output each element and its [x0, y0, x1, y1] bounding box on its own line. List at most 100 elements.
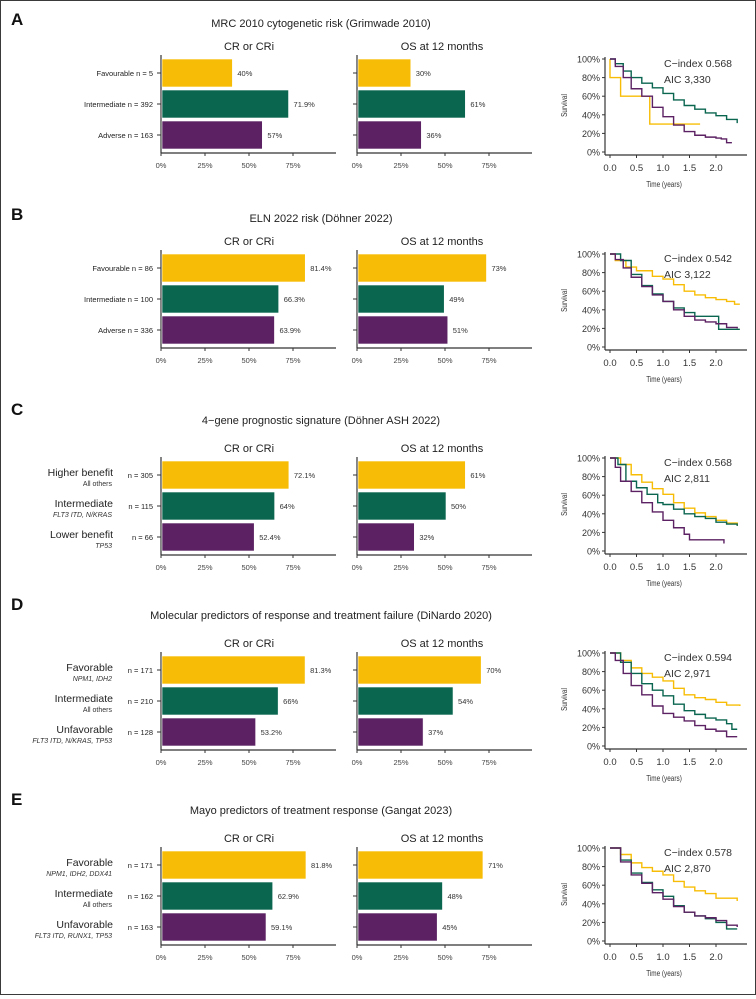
- os-x-tick-label: 0%: [352, 161, 363, 170]
- cr-bar-label: 63.9%: [279, 326, 301, 335]
- km-x-tick-label: 2.0: [709, 952, 722, 963]
- os-bar-label: 54%: [458, 697, 473, 706]
- cr-x-tick-label: 25%: [197, 563, 212, 572]
- n-label: n = 115: [128, 502, 153, 511]
- c-index-annotation: C−index 0.594: [664, 652, 732, 664]
- panel-letter: C: [11, 400, 23, 419]
- os-x-tick-label: 75%: [481, 356, 496, 365]
- os-x-tick-label: 25%: [393, 161, 408, 170]
- aic-annotation: AIC 2,811: [664, 473, 710, 485]
- panel-c: C 4−gene prognostic signature (Döhner ASH…: [11, 400, 747, 588]
- km-x-tick-label: 0.0: [603, 952, 616, 963]
- cr-bar-label: 40%: [237, 69, 252, 78]
- os-bar: [357, 315, 449, 345]
- cr-x-tick-label: 0%: [156, 161, 167, 170]
- cr-bar: [161, 491, 275, 521]
- km-x-tick-label: 0.0: [603, 562, 616, 573]
- n-label: n = 171: [128, 861, 153, 870]
- cr-subtitle: CR or CRi: [224, 236, 274, 248]
- category-sublabel: FLT3 ITD, N/KRAS, TP53: [32, 738, 112, 745]
- os-x-tick-label: 0%: [352, 563, 363, 572]
- km-x-tick-label: 1.0: [656, 757, 669, 768]
- aic-annotation: AIC 2,870: [664, 863, 711, 875]
- category-sublabel: FLT3 ITD, RUNX1, TP53: [35, 933, 112, 940]
- km-x-axis-label: Time (years): [646, 179, 682, 189]
- km-x-axis-label: Time (years): [646, 773, 682, 783]
- km-x-tick-label: 2.0: [709, 562, 722, 573]
- panel-title: Mayo predictors of treatment response (G…: [190, 805, 452, 817]
- panel-title: Molecular predictors of response and tre…: [150, 610, 492, 622]
- category-label: Favorable: [66, 662, 113, 674]
- cr-x-tick-label: 25%: [197, 758, 212, 767]
- category-label: Favourable n = 5: [97, 69, 154, 78]
- os-bar-label: 30%: [416, 69, 431, 78]
- aic-annotation: AIC 3,122: [664, 269, 711, 281]
- category-label: Adverse n = 163: [98, 131, 153, 140]
- km-y-axis-label: Survival: [559, 289, 569, 312]
- km-x-tick-label: 1.5: [683, 358, 696, 369]
- os-bar-label: 36%: [426, 131, 441, 140]
- km-y-tick-label: 40%: [582, 305, 600, 315]
- n-label: n = 171: [128, 666, 153, 675]
- km-x-tick-label: 0.5: [630, 358, 643, 369]
- km-y-tick-label: 60%: [582, 287, 600, 297]
- n-label: n = 66: [132, 533, 153, 542]
- category-label: Intermediate: [55, 888, 114, 900]
- km-y-tick-label: 100%: [577, 55, 600, 65]
- category-sublabel: All others: [83, 707, 113, 714]
- cr-bar: [161, 120, 263, 150]
- km-y-tick-label: 0%: [587, 343, 600, 353]
- os-bar: [357, 717, 424, 747]
- aic-annotation: AIC 3,330: [664, 74, 711, 86]
- cr-bar: [161, 253, 306, 283]
- os-bar-label: 48%: [447, 892, 462, 901]
- cr-bar-label: 81.4%: [310, 264, 332, 273]
- km-curve-favourable: [609, 59, 701, 125]
- cr-bar: [161, 850, 307, 880]
- cr-bar: [161, 58, 233, 88]
- aic-annotation: AIC 2,971: [664, 668, 711, 680]
- os-x-tick-label: 50%: [437, 563, 452, 572]
- os-x-tick-label: 25%: [393, 356, 408, 365]
- cr-x-tick-label: 50%: [241, 161, 256, 170]
- panel-title: MRC 2010 cytogenetic risk (Grimwade 2010…: [211, 18, 430, 30]
- n-label: n = 163: [128, 923, 153, 932]
- category-sublabel: All others: [83, 481, 113, 488]
- cr-bar: [161, 686, 279, 716]
- km-y-tick-label: 80%: [582, 268, 600, 278]
- km-y-axis-label: Survival: [559, 883, 569, 906]
- cr-x-tick-label: 50%: [241, 356, 256, 365]
- cr-bar: [161, 717, 256, 747]
- panel-letter: B: [11, 205, 23, 224]
- km-x-tick-label: 1.0: [656, 163, 669, 174]
- km-y-tick-label: 0%: [587, 547, 600, 557]
- category-label: Lower benefit: [50, 529, 113, 541]
- cr-x-tick-label: 0%: [156, 758, 167, 767]
- os-bar: [357, 89, 466, 119]
- cr-x-tick-label: 50%: [241, 758, 256, 767]
- panel-a: A MRC 2010 cytogenetic risk (Grimwade 201…: [11, 10, 747, 189]
- km-y-tick-label: 100%: [577, 649, 600, 659]
- km-curve-adverse: [610, 58, 732, 144]
- km-y-tick-label: 20%: [582, 324, 600, 334]
- cr-x-tick-label: 75%: [285, 161, 300, 170]
- os-subtitle: OS at 12 months: [401, 833, 484, 845]
- km-x-tick-label: 0.5: [630, 562, 643, 573]
- os-bar: [357, 491, 447, 521]
- km-y-tick-label: 40%: [582, 899, 600, 909]
- os-bar-label: 70%: [486, 666, 501, 675]
- cr-bar-label: 52.4%: [259, 533, 281, 542]
- km-y-tick-label: 0%: [587, 148, 600, 158]
- os-x-tick-label: 50%: [437, 953, 452, 962]
- km-y-tick-label: 100%: [577, 844, 600, 854]
- cr-x-tick-label: 25%: [197, 356, 212, 365]
- category-sublabel: NPM1, IDH2, DDX41: [46, 871, 112, 878]
- km-y-tick-label: 60%: [582, 881, 600, 891]
- km-x-tick-label: 1.5: [683, 757, 696, 768]
- km-curve-adverse: [610, 253, 738, 329]
- km-y-tick-label: 80%: [582, 73, 600, 83]
- cr-bar-label: 71.9%: [294, 100, 316, 109]
- cr-x-tick-label: 0%: [156, 953, 167, 962]
- cr-x-tick-label: 25%: [197, 953, 212, 962]
- km-y-tick-label: 0%: [587, 937, 600, 947]
